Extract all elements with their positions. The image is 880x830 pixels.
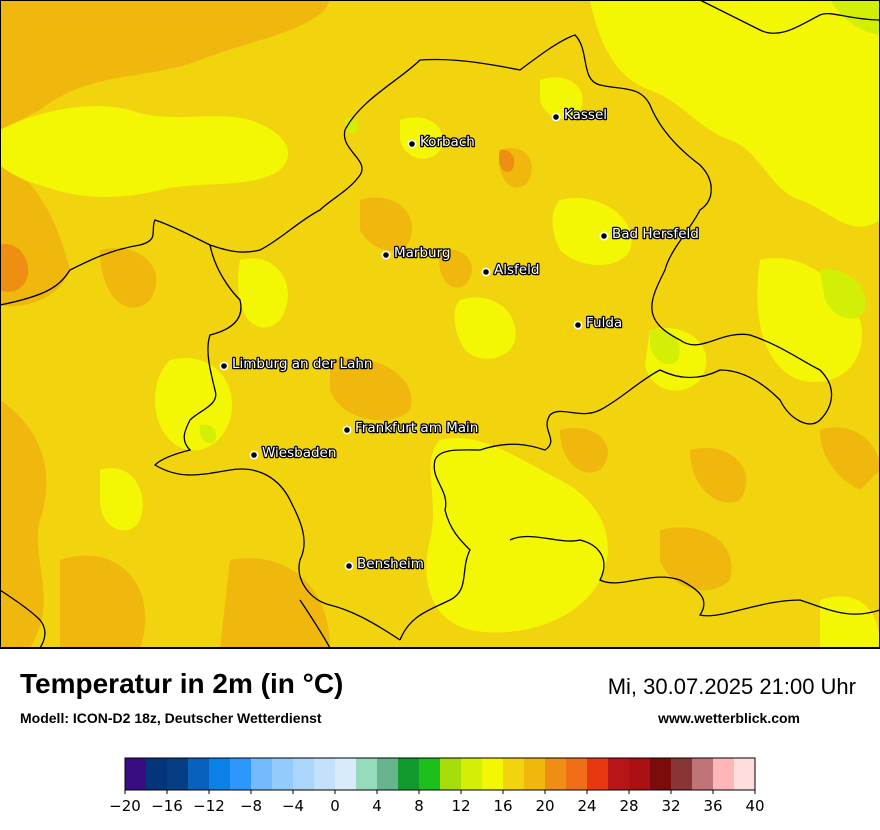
legend-tick-label: 12: [451, 797, 470, 815]
legend-swatch: [608, 758, 630, 790]
city-fulda: Fulda: [573, 314, 623, 332]
city-dot: [381, 250, 391, 260]
hot-areas: [0, 149, 515, 292]
model-source: Modell: ICON-D2 18z, Deutscher Wetterdie…: [20, 710, 322, 726]
forecast-datetime: Mi, 30.07.2025 21:00 Uhr: [607, 674, 856, 699]
city-bensheim: Bensheim: [344, 555, 425, 573]
legend-swatch: [671, 758, 693, 790]
city-label: Bad Hersfeld: [612, 226, 699, 242]
weather-map: Kassel Korbach Bad Hersfeld Marburg Alsfeld F…: [0, 0, 880, 649]
city-wiesbaden: Wiesbaden: [249, 444, 338, 462]
state-borders: [0, 0, 880, 648]
legend-swatch: [293, 758, 315, 790]
legend-swatch: [335, 758, 357, 790]
legend-swatch: [356, 758, 378, 790]
legend-swatch: [377, 758, 399, 790]
city-label: Wiesbaden: [262, 445, 336, 461]
legend-swatch: [461, 758, 483, 790]
city-label: Korbach: [420, 134, 475, 150]
legend-tick-label: 8: [414, 797, 424, 815]
city-dot: [551, 112, 561, 122]
city-marburg: Marburg: [381, 244, 452, 262]
city-dot: [249, 450, 259, 460]
legend-tick-label: −4: [282, 797, 304, 815]
website-credit: www.wetterblick.com: [658, 710, 800, 726]
legend-tick-label: 36: [703, 797, 722, 815]
legend-swatch: [440, 758, 462, 790]
legend-swatch: [398, 758, 420, 790]
legend-swatch: [503, 758, 525, 790]
legend-ticks: −20 −16 −12 −8 −4 0 4 8 12 16 20 24 28 32 36 40: [109, 790, 765, 815]
legend-tick-label: 40: [745, 797, 764, 815]
legend-swatch: [125, 758, 147, 790]
city-label: Fulda: [586, 315, 622, 331]
city-dot: [407, 139, 417, 149]
map-title: Temperatur in 2m (in °C): [20, 668, 344, 699]
city-label: Kassel: [564, 107, 607, 123]
city-dot: [599, 231, 609, 241]
legend-tick-label: 24: [577, 797, 596, 815]
city-markers: Kassel Korbach Bad Hersfeld Marburg Alsfeld F…: [219, 106, 700, 573]
temperature-map: Kassel Korbach Bad Hersfeld Marburg Alsfeld F…: [0, 0, 880, 648]
city-alsfeld: Alsfeld: [481, 261, 541, 279]
legend-swatch: [230, 758, 252, 790]
city-dot: [342, 425, 352, 435]
city-frankfurt-am-main: Frankfurt am Main: [342, 419, 480, 437]
legend-swatch: [629, 758, 651, 790]
color-scale-legend: −20 −16 −12 −8 −4 0 4 8 12 16 20 24 28 32 36 40: [109, 757, 765, 815]
legend-tick-label: 4: [372, 797, 382, 815]
city-dot: [344, 561, 354, 571]
legend-swatch: [251, 758, 273, 790]
city-label: Bensheim: [357, 556, 424, 572]
legend-swatch: [566, 758, 588, 790]
legend-swatch: [713, 758, 735, 790]
city-label: Marburg: [394, 245, 450, 261]
city-kassel: Kassel: [551, 106, 608, 124]
legend-tick-label: 16: [493, 797, 512, 815]
legend-swatch: [734, 758, 756, 790]
legend-tick-label: 28: [619, 797, 638, 815]
legend-swatch: [188, 758, 210, 790]
legend-swatch: [272, 758, 294, 790]
legend-swatch: [650, 758, 672, 790]
legend-frame: [124, 757, 756, 791]
legend-swatch: [692, 758, 714, 790]
legend-tick-label: −12: [193, 797, 225, 815]
legend-swatch: [419, 758, 441, 790]
city-label: Frankfurt am Main: [355, 420, 478, 436]
city-bad-hersfeld: Bad Hersfeld: [599, 225, 700, 243]
legend-swatch: [209, 758, 231, 790]
legend-swatch: [482, 758, 504, 790]
legend-swatch: [314, 758, 336, 790]
legend-tick-label: −8: [240, 797, 262, 815]
coolest-areas: [199, 0, 880, 444]
legend-swatch: [146, 758, 168, 790]
city-label: Alsfeld: [494, 262, 539, 278]
legend-swatch: [545, 758, 567, 790]
city-limburg-an-der-lahn: Limburg an der Lahn: [219, 355, 374, 373]
legend-swatch: [587, 758, 609, 790]
legend-tick-label: −20: [109, 797, 141, 815]
legend-tick-label: 20: [535, 797, 554, 815]
legend-swatches: [124, 757, 756, 791]
legend-swatch: [524, 758, 546, 790]
city-label: Limburg an der Lahn: [232, 356, 372, 372]
city-dot: [573, 320, 583, 330]
legend-swatch: [167, 758, 189, 790]
legend-tick-label: −16: [151, 797, 183, 815]
city-korbach: Korbach: [407, 133, 476, 151]
legend-tick-label: 32: [661, 797, 680, 815]
legend-tick-label: 0: [330, 797, 340, 815]
city-dot: [481, 267, 491, 277]
city-dot: [219, 361, 229, 371]
